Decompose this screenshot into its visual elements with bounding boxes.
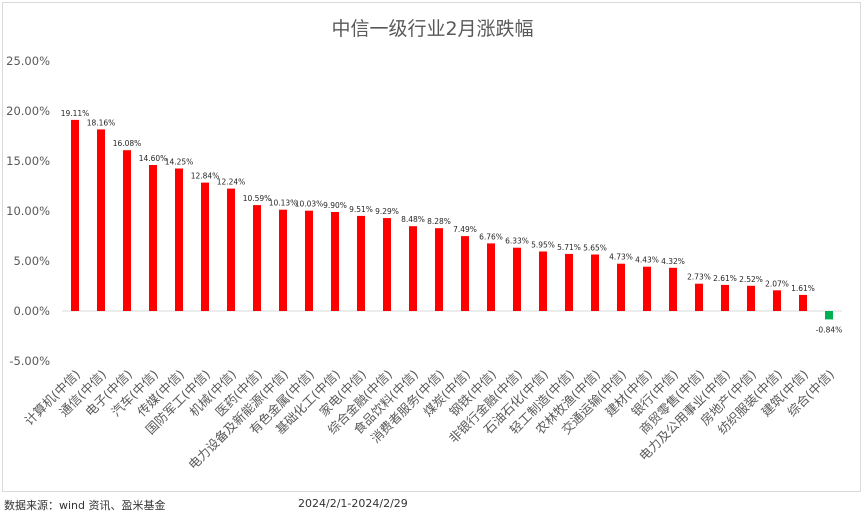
bar <box>227 188 235 311</box>
y-tick-label: 0.00% <box>13 304 50 318</box>
data-label: 5.95% <box>531 241 555 250</box>
bar <box>617 263 625 311</box>
bar <box>461 236 469 311</box>
data-label: 5.71% <box>557 243 581 252</box>
data-label: 19.11% <box>61 109 90 118</box>
data-label: 2.61% <box>713 274 737 283</box>
bar <box>669 267 677 311</box>
bar <box>97 129 105 311</box>
data-label: 6.33% <box>505 237 529 246</box>
bar <box>695 283 703 311</box>
data-source-note: 数据来源：wind 资讯、盈米基金 <box>4 499 166 512</box>
data-label: 4.32% <box>661 257 685 266</box>
bar <box>825 311 833 320</box>
data-label: 9.29% <box>375 207 399 216</box>
data-label: 2.07% <box>765 279 789 288</box>
data-label: 14.25% <box>165 158 194 167</box>
y-tick-label: 5.00% <box>13 254 50 268</box>
bar <box>409 226 417 311</box>
data-label: 16.08% <box>113 139 142 148</box>
data-label: 12.84% <box>191 172 220 181</box>
data-label: -0.84% <box>816 325 843 334</box>
chart-frame <box>2 2 861 492</box>
date-range-note: 2024/2/1-2024/2/29 <box>298 497 408 510</box>
bar <box>435 228 443 311</box>
bar <box>643 266 651 311</box>
data-label: 9.51% <box>349 205 373 214</box>
bar <box>721 284 729 311</box>
data-label: 8.28% <box>427 217 451 226</box>
data-label: 1.61% <box>791 284 815 293</box>
data-label: 7.49% <box>453 225 477 234</box>
bar <box>591 254 599 311</box>
data-label: 18.16% <box>87 118 116 127</box>
bar <box>799 294 807 311</box>
data-label: 2.73% <box>687 273 711 282</box>
bar <box>513 247 521 311</box>
chart-title: 中信一级行业2月涨跌幅 <box>331 18 534 40</box>
bar <box>357 215 365 311</box>
bar <box>747 285 755 311</box>
bar <box>331 212 339 311</box>
bar <box>71 119 79 312</box>
data-label: 2.52% <box>739 275 763 284</box>
y-tick-label: 25.00% <box>6 54 50 68</box>
data-label: 10.59% <box>243 194 272 203</box>
y-tick-label: 15.00% <box>6 154 50 168</box>
bar <box>539 251 547 311</box>
bar <box>487 243 495 311</box>
bar <box>175 168 183 311</box>
data-label: 6.76% <box>479 232 503 241</box>
bar <box>149 165 157 311</box>
bar <box>383 218 391 311</box>
data-label: 9.90% <box>323 201 347 210</box>
data-label: 14.60% <box>139 154 168 163</box>
data-label: 10.03% <box>295 200 324 209</box>
bar <box>773 290 781 311</box>
bar <box>279 209 287 311</box>
data-label: 8.48% <box>401 215 425 224</box>
bar <box>565 253 573 311</box>
bar <box>305 210 313 311</box>
bar <box>253 205 261 311</box>
y-tick-label: 10.00% <box>6 204 50 218</box>
data-label: 10.13% <box>269 199 298 208</box>
data-label: 4.73% <box>609 253 633 262</box>
data-label: 4.43% <box>635 256 659 265</box>
bar <box>123 150 131 311</box>
y-tick-label: -5.00% <box>9 354 50 368</box>
y-tick-label: 20.00% <box>6 104 50 118</box>
data-label: 12.24% <box>217 178 246 187</box>
bar <box>201 182 209 311</box>
data-label: 5.65% <box>583 244 607 253</box>
